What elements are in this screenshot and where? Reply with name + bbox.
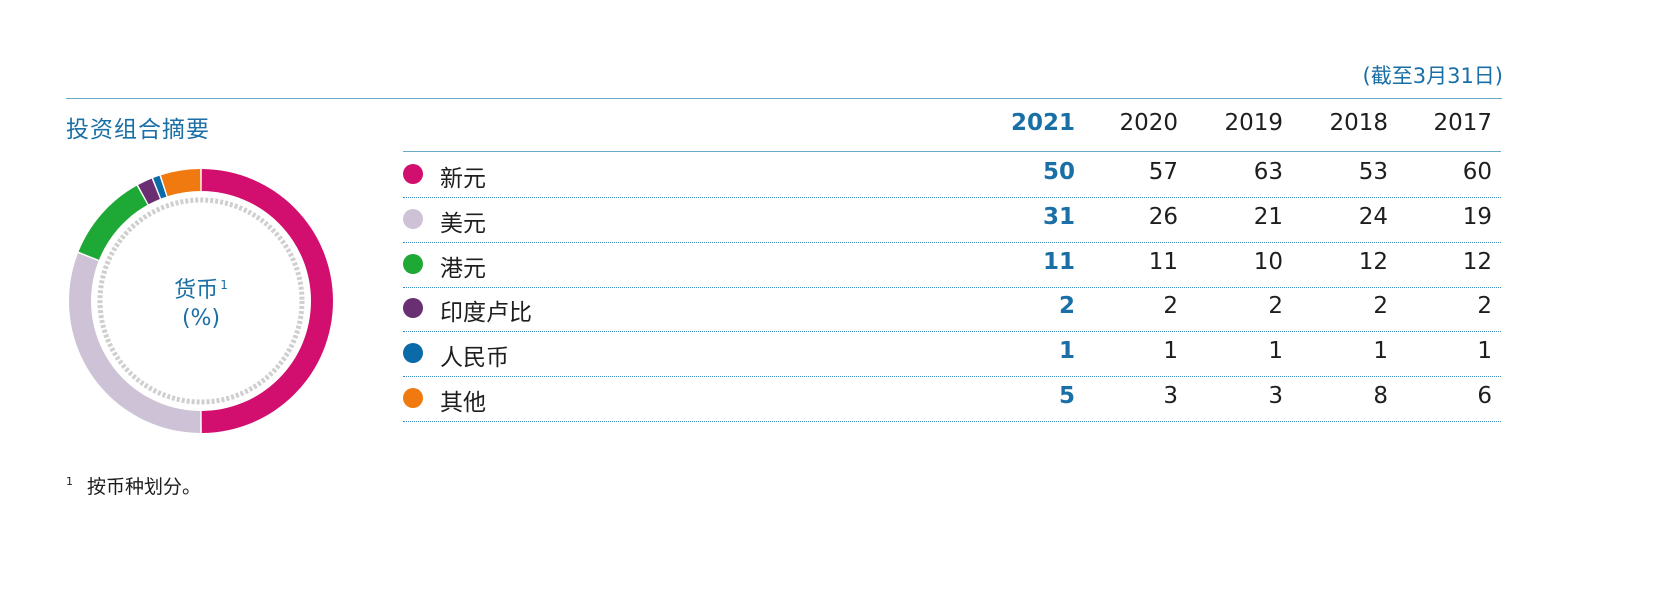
cell-2020: 57 <box>1148 159 1178 185</box>
section-title: 投资组合摘要 <box>66 117 210 143</box>
table-row: 新元 50 57 63 53 60 <box>403 152 1501 198</box>
top-divider <box>66 98 1502 99</box>
cell-2021: 50 <box>1042 159 1075 185</box>
cell-2019: 1 <box>1268 338 1283 365</box>
donut-label-text: 货币 <box>174 278 219 303</box>
column-header-2020: 2020 <box>1119 110 1178 136</box>
donut-slice <box>153 175 167 199</box>
legend-dot <box>403 253 423 274</box>
column-header-2019: 2019 <box>1224 110 1283 136</box>
legend-dot <box>403 298 423 319</box>
table-row: 其他 5 3 3 8 6 <box>403 376 1501 422</box>
row-label: 美元 <box>440 210 486 237</box>
cell-2021: 5 <box>1058 383 1075 409</box>
cell-2020: 11 <box>1148 248 1178 275</box>
donut-slice <box>69 253 201 433</box>
cell-2021: 11 <box>1042 248 1075 275</box>
column-header-2017: 2017 <box>1433 110 1492 136</box>
cell-2019: 3 <box>1268 383 1283 409</box>
donut-slice <box>160 169 201 197</box>
table-row: 美元 31 26 21 24 19 <box>403 197 1501 243</box>
donut-slice <box>138 178 160 205</box>
legend-dot <box>403 343 423 364</box>
legend-dot <box>403 164 423 184</box>
column-header-2021: 2021 <box>1010 110 1075 136</box>
cell-2018: 24 <box>1358 203 1388 230</box>
cell-2017: 1 <box>1477 338 1492 365</box>
donut-footnote-marker: 1 <box>220 278 228 292</box>
row-label: 人民币 <box>440 345 509 372</box>
cell-2017: 6 <box>1477 383 1492 409</box>
donut-slice <box>201 169 334 433</box>
cell-2019: 2 <box>1268 293 1283 320</box>
cell-2019: 10 <box>1253 248 1283 275</box>
donut-inner-dotted-ring <box>97 197 305 405</box>
footnote-marker: 1 <box>66 475 73 488</box>
donut-unit-label: (%) <box>181 306 221 331</box>
cell-2018: 12 <box>1358 248 1388 275</box>
as-of-date: (截至3月31日) <box>1362 64 1503 88</box>
table-header-row: 2021 2020 2019 2018 2017 <box>403 108 1501 144</box>
column-header-2018: 2018 <box>1329 110 1388 136</box>
cell-2018: 1 <box>1373 338 1388 365</box>
row-label: 印度卢比 <box>440 300 532 327</box>
cell-2020: 2 <box>1163 293 1178 320</box>
cell-2019: 21 <box>1253 203 1283 230</box>
cell-2019: 63 <box>1253 159 1283 185</box>
cell-2021: 1 <box>1058 338 1075 365</box>
table-row: 港元 11 11 10 12 12 <box>403 242 1501 288</box>
table-row: 印度卢比 2 2 2 2 2 <box>403 286 1501 333</box>
table-row: 人民币 1 1 1 1 1 <box>403 331 1501 378</box>
cell-2017: 19 <box>1462 203 1492 230</box>
legend-dot <box>403 208 423 229</box>
cell-2017: 60 <box>1462 159 1492 185</box>
cell-2017: 12 <box>1462 248 1492 275</box>
cell-2018: 8 <box>1373 383 1388 409</box>
row-label: 港元 <box>440 255 486 282</box>
donut-slice <box>78 185 148 260</box>
cell-2018: 53 <box>1358 159 1388 185</box>
row-label: 其他 <box>440 390 486 416</box>
currency-donut-chart <box>69 169 334 433</box>
cell-2021: 31 <box>1042 203 1075 230</box>
cell-2021: 2 <box>1058 293 1075 320</box>
donut-center-label: 货币 1 <box>100 272 302 304</box>
cell-2020: 26 <box>1148 203 1178 230</box>
footnote: 1 按币种划分。 <box>66 472 201 499</box>
cell-2020: 1 <box>1163 338 1178 365</box>
cell-2020: 3 <box>1163 383 1178 409</box>
legend-dot <box>403 388 423 408</box>
footnote-text: 按币种划分。 <box>87 476 202 498</box>
cell-2017: 2 <box>1477 293 1492 320</box>
row-label: 新元 <box>440 166 486 192</box>
header-divider <box>403 151 1501 152</box>
cell-2018: 2 <box>1373 293 1388 320</box>
